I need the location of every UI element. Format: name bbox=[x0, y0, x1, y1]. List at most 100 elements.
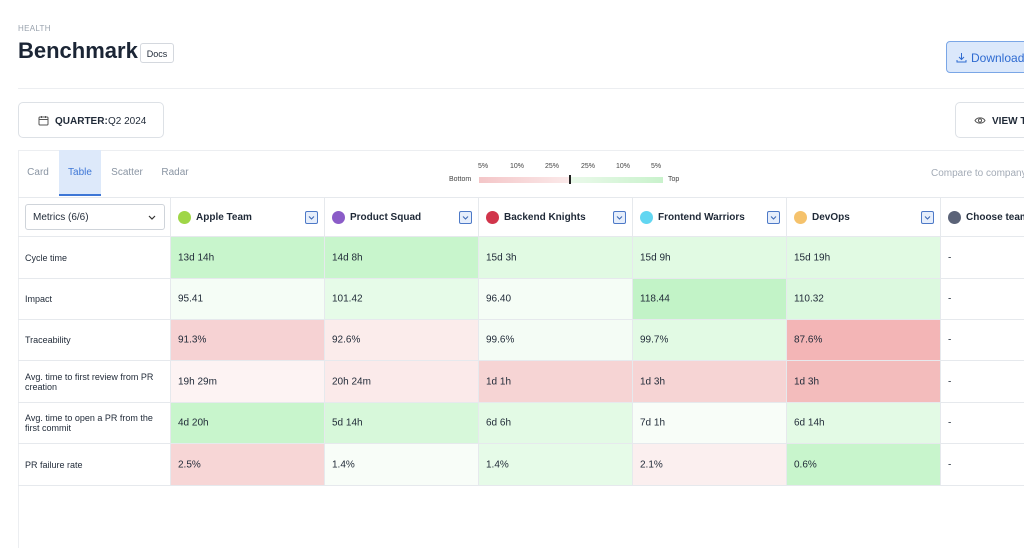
metric-cell: Traceability bbox=[18, 320, 171, 361]
value-cell: 1d 3h bbox=[787, 361, 941, 403]
cell-value: 4d 20h bbox=[178, 417, 209, 429]
docs-button[interactable]: Docs bbox=[140, 43, 174, 63]
calendar-icon bbox=[38, 116, 49, 126]
legend-bar bbox=[479, 177, 663, 183]
cell-value: 110.32 bbox=[794, 293, 824, 305]
tab[interactable]: Card bbox=[27, 167, 49, 178]
cell-value: 7d 1h bbox=[640, 417, 666, 429]
legend-marker bbox=[569, 175, 571, 184]
value-cell: 99.6% bbox=[479, 320, 633, 361]
quarter-value: Q2 2024 bbox=[108, 116, 147, 127]
chevron bbox=[616, 216, 623, 220]
metric-label: Avg. time to open a PR from the first co… bbox=[25, 413, 153, 433]
value-cell: 1d 3h bbox=[633, 361, 787, 403]
value-cell: - bbox=[941, 361, 1024, 403]
download-button[interactable]: Download bbox=[946, 41, 1024, 73]
value-cell: 101.42 bbox=[325, 279, 479, 320]
legend-label: 25% bbox=[545, 163, 560, 170]
cell-value: 92.6% bbox=[332, 334, 361, 346]
cell-value: 1d 1h bbox=[486, 376, 512, 387]
chevron bbox=[770, 216, 777, 220]
cell-value: 0.6% bbox=[794, 459, 817, 470]
chevron bbox=[148, 215, 156, 220]
value-cell: 15d 19h bbox=[787, 237, 941, 279]
legend-label: 5% bbox=[651, 163, 662, 170]
cell-value: 99.7% bbox=[640, 334, 669, 346]
value-cell: 1.4% bbox=[479, 444, 633, 486]
chevron bbox=[924, 216, 931, 220]
value-cell: 92.6% bbox=[325, 320, 479, 361]
value-cell: 95.41 bbox=[171, 279, 325, 320]
chevron bbox=[462, 216, 469, 220]
cell-value: 101.42 bbox=[332, 293, 363, 305]
metric-label: Traceability bbox=[25, 335, 71, 345]
cell-value: - bbox=[948, 293, 952, 305]
cell-value: 6d 14h bbox=[794, 417, 825, 429]
cell-value: 15d 3h bbox=[486, 252, 517, 263]
team-header: Choose team bbox=[941, 197, 1024, 237]
team-name: Backend Knights bbox=[504, 212, 586, 223]
table-panel bbox=[18, 150, 1024, 548]
cell-value: - bbox=[948, 334, 952, 346]
team-dropdown[interactable] bbox=[921, 211, 934, 224]
team-header: Product Squad bbox=[325, 197, 479, 237]
cell-value: 95.41 bbox=[178, 293, 204, 305]
team-dot bbox=[640, 211, 653, 224]
cell-value: 99.6% bbox=[486, 334, 515, 346]
team-dot bbox=[948, 211, 961, 224]
value-cell: 2.5% bbox=[171, 444, 325, 486]
value-cell: 0.6% bbox=[787, 444, 941, 486]
metrics-select[interactable]: Metrics (6/6) bbox=[25, 204, 165, 230]
value-cell: 1.4% bbox=[325, 444, 479, 486]
view-button[interactable]: VIEW T bbox=[955, 102, 1024, 138]
cell-value: 1.4% bbox=[332, 459, 355, 470]
team-header: Backend Knights bbox=[479, 197, 633, 237]
team-dropdown[interactable] bbox=[767, 211, 780, 224]
team-dropdown[interactable] bbox=[459, 211, 472, 224]
quarter-button[interactable]: QUARTER: Q2 2024 bbox=[18, 102, 164, 138]
compare-link[interactable]: Compare to company bbox=[931, 168, 1024, 179]
metric-label: PR failure rate bbox=[25, 459, 83, 470]
value-cell: 87.6% bbox=[787, 320, 941, 361]
team-name: Frontend Warriors bbox=[658, 212, 745, 223]
metrics-select-label: Metrics (6/6) bbox=[33, 212, 89, 223]
metric-cell: Avg. time to first review from PR creati… bbox=[18, 361, 171, 403]
cell-value: 91.3% bbox=[178, 334, 207, 346]
value-cell: 91.3% bbox=[171, 320, 325, 361]
team-dot bbox=[486, 211, 499, 224]
cell-value: 19h 29m bbox=[178, 376, 217, 387]
metric-label: Avg. time to first review from PR creati… bbox=[25, 371, 154, 392]
value-cell: 20h 24m bbox=[325, 361, 479, 403]
tab[interactable]: Radar bbox=[161, 167, 189, 178]
cell-value: - bbox=[948, 459, 952, 470]
cell-value: 118.44 bbox=[640, 293, 670, 305]
metric-cell: Cycle time bbox=[18, 237, 171, 279]
metric-cell: Avg. time to open a PR from the first co… bbox=[18, 403, 171, 444]
separator bbox=[18, 88, 1024, 89]
team-dot bbox=[794, 211, 807, 224]
tab[interactable]: Table bbox=[59, 150, 101, 196]
team-dropdown[interactable] bbox=[305, 211, 318, 224]
tab[interactable]: Scatter bbox=[111, 167, 143, 178]
value-cell: - bbox=[941, 279, 1024, 320]
cell-value: 96.40 bbox=[486, 293, 512, 305]
cell-value: - bbox=[948, 417, 952, 429]
metric-label: Impact bbox=[25, 294, 53, 304]
cell-value: 6d 6h bbox=[486, 417, 512, 429]
quarter-label: QUARTER: bbox=[55, 116, 108, 127]
team-name: Product Squad bbox=[350, 212, 422, 223]
value-cell: 96.40 bbox=[479, 279, 633, 320]
value-cell: 6d 14h bbox=[787, 403, 941, 444]
eye-icon bbox=[974, 117, 986, 124]
team-name: Apple Team bbox=[196, 212, 252, 223]
legend-label: 25% bbox=[581, 163, 596, 170]
team-header: DevOps bbox=[787, 197, 941, 237]
value-cell: 2.1% bbox=[633, 444, 787, 486]
cell-value: 13d 14h bbox=[178, 252, 215, 263]
team-dropdown[interactable] bbox=[613, 211, 626, 224]
chevron bbox=[308, 216, 315, 220]
value-cell: 7d 1h bbox=[633, 403, 787, 444]
cell-value: 14d 8h bbox=[332, 252, 363, 263]
value-cell: 110.32 bbox=[787, 279, 941, 320]
